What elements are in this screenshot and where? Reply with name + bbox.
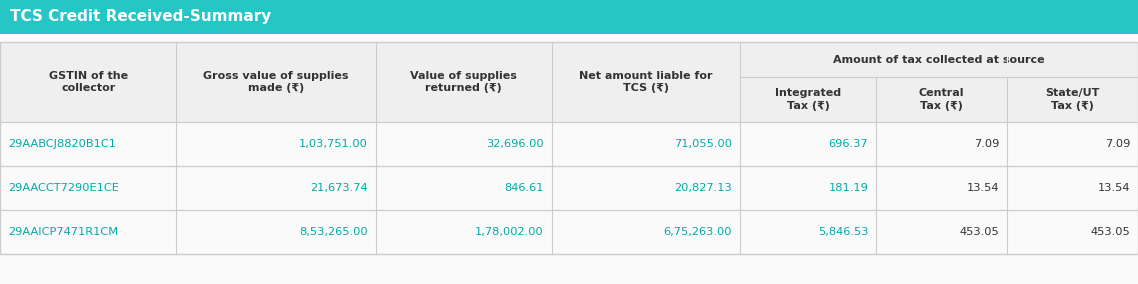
Text: TCS Credit Received-Summary: TCS Credit Received-Summary: [10, 9, 271, 24]
Text: Value of supplies
returned (₹): Value of supplies returned (₹): [411, 71, 517, 93]
Text: 1,03,751.00: 1,03,751.00: [298, 139, 368, 149]
Text: 6,75,263.00: 6,75,263.00: [663, 227, 732, 237]
Text: Net amount liable for
TCS (₹): Net amount liable for TCS (₹): [579, 71, 712, 93]
Text: 13.54: 13.54: [1097, 183, 1130, 193]
Text: 29AABCJ8820B1C1: 29AABCJ8820B1C1: [8, 139, 116, 149]
Text: 29AACCT7290E1CE: 29AACCT7290E1CE: [8, 183, 118, 193]
Text: State/UT
Tax (₹): State/UT Tax (₹): [1046, 88, 1099, 111]
Text: GSTIN of the
collector: GSTIN of the collector: [49, 71, 127, 93]
Text: Central
Tax (₹): Central Tax (₹): [920, 88, 964, 111]
Text: 453.05: 453.05: [959, 227, 999, 237]
Text: 71,055.00: 71,055.00: [674, 139, 732, 149]
Text: 29AAICP7471R1CM: 29AAICP7471R1CM: [8, 227, 118, 237]
Text: 7.09: 7.09: [1105, 139, 1130, 149]
Text: 846.61: 846.61: [504, 183, 544, 193]
Bar: [0, 42, 1138, 122]
Bar: [0, 0, 1138, 34]
Text: 8,53,265.00: 8,53,265.00: [299, 227, 368, 237]
Text: Integrated
Tax (₹): Integrated Tax (₹): [775, 88, 841, 111]
Text: 32,696.00: 32,696.00: [486, 139, 544, 149]
Text: 13.54: 13.54: [966, 183, 999, 193]
Text: 20,827.13: 20,827.13: [674, 183, 732, 193]
Text: Amount of tax collected at source: Amount of tax collected at source: [833, 55, 1045, 64]
Text: 696.37: 696.37: [828, 139, 868, 149]
Text: 7.09: 7.09: [974, 139, 999, 149]
Bar: [0, 42, 1138, 254]
Text: 1,78,002.00: 1,78,002.00: [476, 227, 544, 237]
Text: 453.05: 453.05: [1090, 227, 1130, 237]
Text: 181.19: 181.19: [828, 183, 868, 193]
Text: 21,673.74: 21,673.74: [310, 183, 368, 193]
Text: Gross value of supplies
made (₹): Gross value of supplies made (₹): [204, 71, 348, 93]
Text: 5,846.53: 5,846.53: [818, 227, 868, 237]
